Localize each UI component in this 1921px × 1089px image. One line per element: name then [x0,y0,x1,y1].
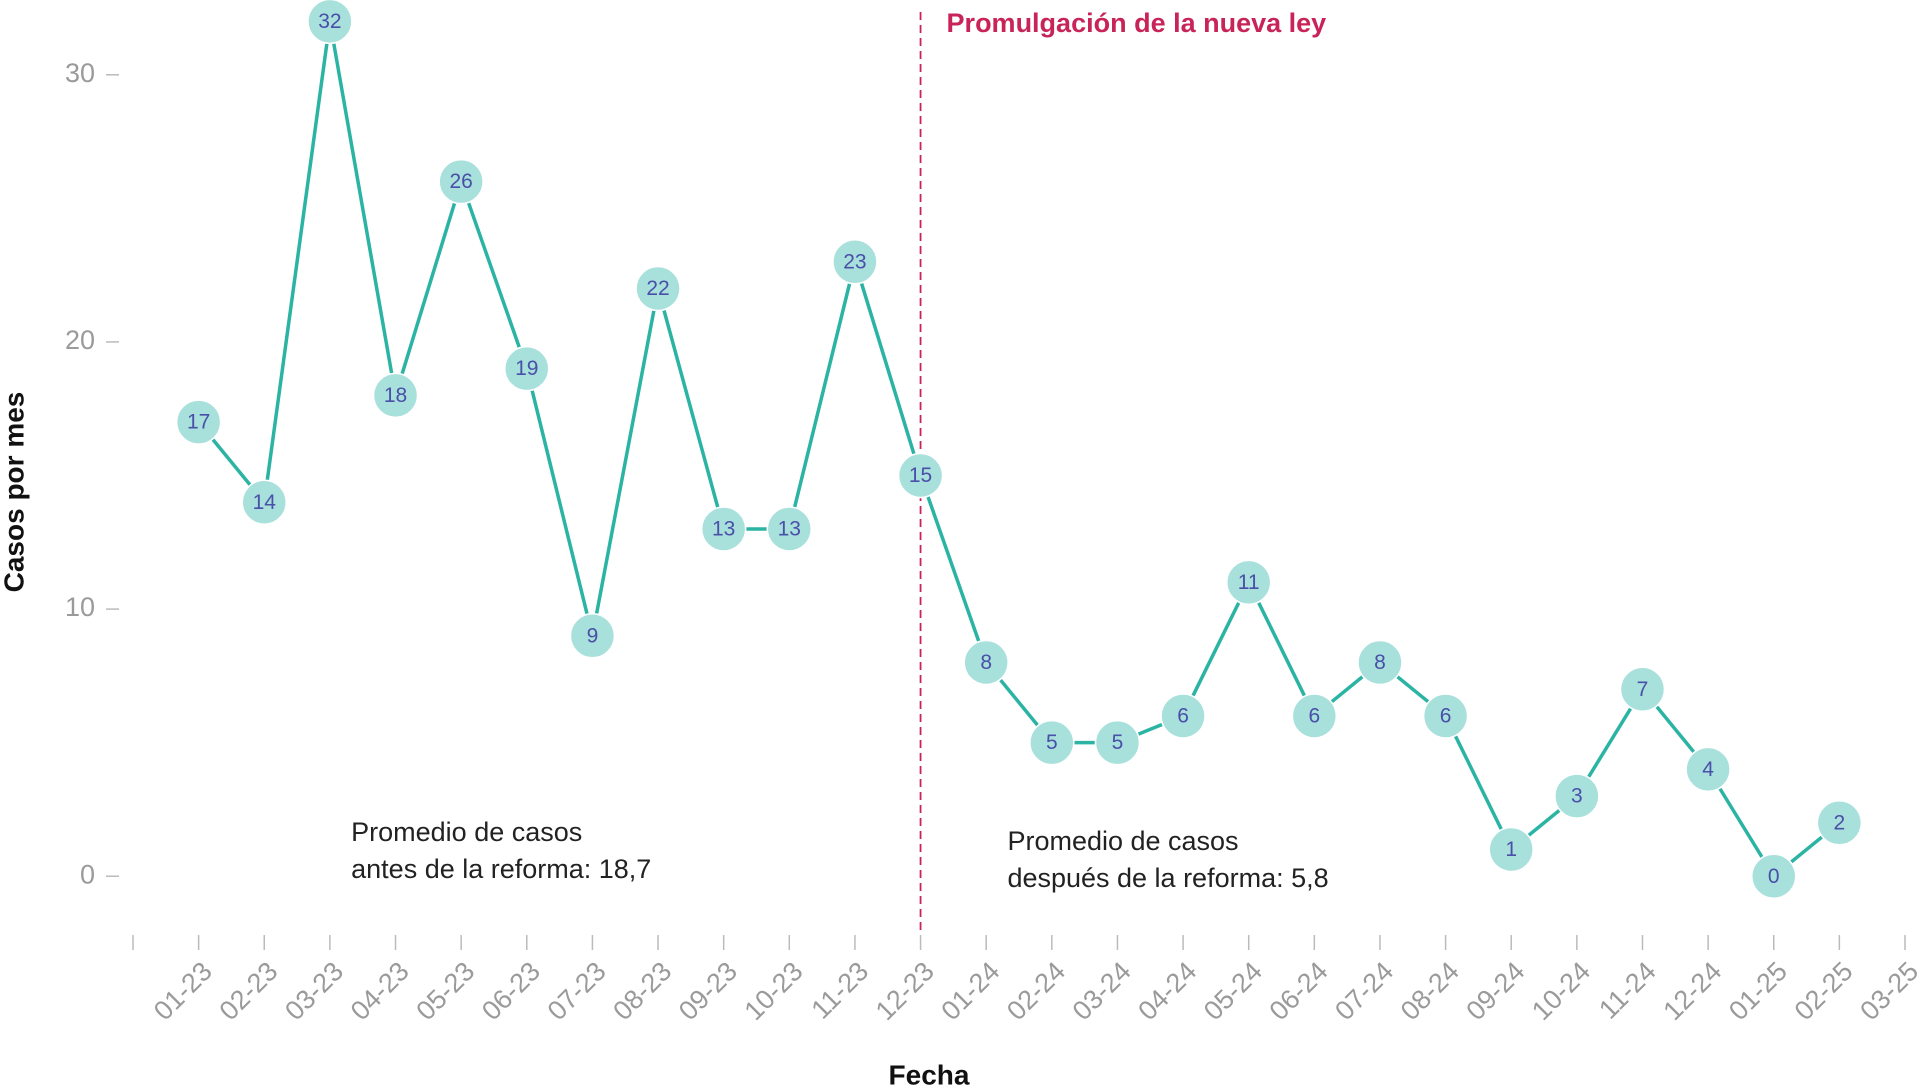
marker [1554,773,1600,819]
x-tick-label: 04-23 [345,956,415,1026]
data-label: 13 [712,517,735,540]
x-tick-label: 09-23 [673,956,743,1026]
data-label: 7 [1637,678,1649,701]
marker [438,158,484,205]
data-label: 15 [909,464,932,487]
annotation: Promedio de casos [351,817,582,847]
y-axis-title: Casos por mes [0,392,29,593]
x-tick-label: 06-24 [1264,956,1334,1026]
data-label: 8 [1374,651,1386,674]
marker [504,345,550,392]
marker [1094,719,1141,766]
marker [635,265,681,312]
x-tick-label: 06-23 [476,956,546,1026]
marker [1422,693,1469,739]
x-tick-label: 12-24 [1657,956,1727,1026]
x-tick-label: 02-24 [1001,956,1071,1026]
y-tick-label: 30 [65,58,95,88]
data-label: 3 [1571,785,1583,808]
data-label: 5 [1046,731,1058,754]
data-label: 26 [449,170,472,193]
data-label: 6 [1308,704,1320,727]
x-tick-label: 08-23 [607,956,677,1026]
marker [569,613,616,659]
data-label: 1 [1505,838,1517,861]
x-tick-label: 08-24 [1395,956,1465,1026]
data-label: 9 [587,624,599,647]
marker [1291,693,1338,739]
x-tick-label: 05-23 [410,956,480,1026]
x-tick-label: 07-23 [542,956,612,1026]
marker [241,479,288,525]
data-label: 14 [253,491,277,514]
data-label: 0 [1768,865,1780,888]
marker [832,239,878,285]
x-tick-label: 10-24 [1526,956,1596,1026]
marker [1488,826,1534,873]
x-tick-label: 11-23 [806,956,875,1025]
x-tick-label: 03-23 [279,956,349,1026]
data-label: 23 [843,250,866,273]
line [197,19,1841,878]
data-label: 11 [1238,571,1260,594]
annotation: Promedio de casos [1007,826,1238,856]
x-tick-label: 09-24 [1460,956,1530,1026]
annotation: después de la reforma: 5,8 [1007,863,1328,893]
y-tick-label: 10 [65,592,95,622]
data-label: 17 [187,411,210,434]
x-tick-label: 07-24 [1329,956,1399,1026]
x-tick-label: 02-23 [213,956,283,1026]
x-tick-label: 11-24 [1593,956,1662,1025]
data-label: 6 [1177,704,1189,727]
marker [1619,666,1666,712]
data-label: 5 [1112,731,1124,754]
marker [1225,559,1272,606]
marker [1357,639,1403,686]
x-tick-label: 03-25 [1854,956,1921,1026]
marker [1029,719,1075,766]
marker [1160,693,1206,739]
x-tick-label: 05-24 [1198,956,1268,1026]
annotation: antes de la reforma: 18,7 [351,854,651,884]
reference-label: Promulgación de la nueva ley [947,8,1327,38]
data-label: 18 [384,384,407,407]
data-label: 13 [778,517,801,540]
marker [307,0,353,45]
marker [963,639,1009,686]
data-label: 8 [980,651,992,674]
x-tick-label: 02-25 [1789,956,1859,1026]
data-label: 2 [1834,811,1846,834]
marker [1750,853,1797,899]
data-label: 6 [1440,704,1452,727]
x-tick-label: 01-24 [935,956,1005,1026]
x-tick-label: 03-24 [1067,956,1137,1026]
marker [766,506,813,552]
x-tick-label: 12-23 [870,956,940,1026]
y-tick-label: 20 [65,325,95,355]
x-tick-label: 04-24 [1132,956,1202,1026]
marker [700,506,747,552]
data-label: 4 [1702,758,1714,781]
x-axis-title: Fecha [889,1059,970,1089]
x-tick-label: 01-23 [148,956,218,1026]
x-tick-label: 01-25 [1723,956,1793,1026]
marker [1816,800,1863,846]
marker [1685,746,1731,793]
x-tick-label: 10-23 [739,956,809,1026]
marker [897,452,944,499]
data-label: 22 [646,277,669,300]
data-label: 32 [318,10,341,33]
y-tick-label: 0 [80,859,95,889]
marker [372,372,419,419]
marker [175,399,222,445]
data-label: 19 [515,357,538,380]
